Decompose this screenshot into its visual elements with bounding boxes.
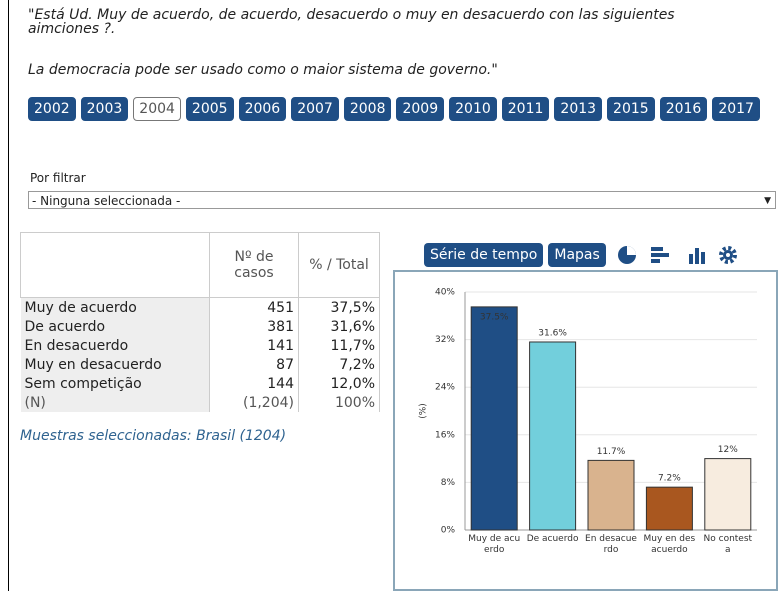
year-button[interactable]: 2008 [343,97,392,121]
pie-icon-slice [626,246,636,255]
bar [470,306,518,531]
x-tick-label: De acuerdo [526,534,579,544]
bar [587,459,635,531]
table-row: Sem competição 144 12,0% [20,374,380,393]
settings-icon[interactable] [718,246,737,264]
year-buttons: 2002 2003 2004 2005 2006 2007 2008 2009 … [28,97,768,121]
table-cell: Muy de acuerdo [20,297,210,317]
toolbar-button[interactable]: Série de tempo [424,243,544,267]
table-cell: 7,2% [298,355,380,374]
border [8,0,9,591]
y-tick-label: 0% [441,526,456,536]
table-cell: 141 [209,336,299,355]
bar [645,486,693,531]
table-cell: 37,5% [298,297,380,317]
x-tick-label: Muy de acuerdo [468,534,521,555]
header-cell: Nº de casos [209,232,299,298]
chart: 0% 8% 16% 24% 32% 40% (%) 37.5% 31.6% 11.7% 7.2% 12… [419,288,757,536]
y-axis-label: (%) [419,403,429,419]
y-tick-label: 24% [435,383,455,393]
table-cell: 11,7% [298,336,380,355]
year-button[interactable]: 2009 [396,97,445,121]
header-cell [20,232,210,298]
year-button[interactable]: 2006 [238,97,287,121]
bar [704,458,752,531]
chart-toolbar: Série de tempo Mapas [424,243,761,267]
table-row: De acuerdo 381 31,6% [20,317,380,336]
year-button[interactable]: 2017 [712,97,760,121]
table-cell: 451 [209,297,299,317]
table-note: Muestras seleccionadas: Brasil (1204) [20,428,287,444]
question-line2: La democracia pode ser usado como o maio… [28,62,498,78]
table-cell: De acuerdo [20,317,210,336]
year-button[interactable]: 2004 [133,97,181,121]
year-button[interactable]: 2016 [659,97,708,121]
table-cell: 31,6% [298,317,380,336]
y-tick-label: 40% [435,288,455,298]
year-button[interactable]: 2013 [554,97,603,121]
year-button[interactable]: 2011 [501,97,550,121]
year-button[interactable]: 2005 [185,97,234,121]
x-tick-label: Muy en desacuerdo [643,534,696,555]
dropdown-arrow: ▼ [764,196,771,206]
table-row: Muy en desacuerdo 87 7,2% [20,355,380,374]
x-tick-label: No contesta [703,534,753,555]
table-cell: En desacuerdo [20,336,210,355]
table-cell: (N) [20,393,210,412]
table-cell: Sem competição [20,374,210,393]
table-row: En desacuerdo 141 11,7% [20,336,380,355]
y-tick-label: 32% [435,335,455,345]
table-cell: (1,204) [209,393,299,412]
table-cell: 381 [209,317,299,336]
x-tick-label: En desacuerdo [585,534,637,555]
table-cell: 12,0% [298,374,380,393]
table-cell: 100% [298,393,380,412]
vbar-icon[interactable] [688,248,705,264]
table-cell: 144 [209,374,299,393]
year-button[interactable]: 2015 [607,97,655,121]
value-label: 11.7% [597,447,626,457]
table-row: (N) (1,204) 100% [20,393,380,412]
header-cell: % / Total [298,232,380,298]
year-button[interactable]: 2002 [28,97,76,121]
table-cell: Muy en desacuerdo [20,355,210,374]
bar [529,341,577,531]
toolbar-button[interactable]: Mapas [548,243,606,267]
value-label: 31.6% [538,328,567,338]
table-cell: 87 [209,355,299,374]
y-tick-label: 8% [441,478,456,488]
toolbar-icons [617,246,737,264]
table-row: Muy de acuerdo 451 37,5% [20,297,380,317]
data-table: Nº de casos % / Total Muy de acuerdo 451 3… [20,232,380,412]
value-label: 12% [718,445,738,455]
chart-panel: 0% 8% 16% 24% 32% 40% (%) 37.5% 31.6% 11.7% 7.2% 12… [393,270,778,591]
hbar-icon[interactable] [650,247,669,263]
year-button[interactable]: 2007 [291,97,339,121]
year-button[interactable]: 2003 [80,97,129,121]
filter-value: - Ninguna seleccionada - [32,194,181,208]
y-tick-label: 16% [435,430,455,440]
question-line1: "Está Ud. Muy de acuerdo, de acuerdo, de… [28,7,675,37]
value-label: 37.5% [480,312,509,322]
year-button[interactable]: 2010 [449,97,497,121]
value-label: 7.2% [658,474,681,484]
filter-select[interactable]: - Ninguna seleccionada - ▼ [28,191,776,209]
filter-label: Por filtrar [30,171,86,185]
